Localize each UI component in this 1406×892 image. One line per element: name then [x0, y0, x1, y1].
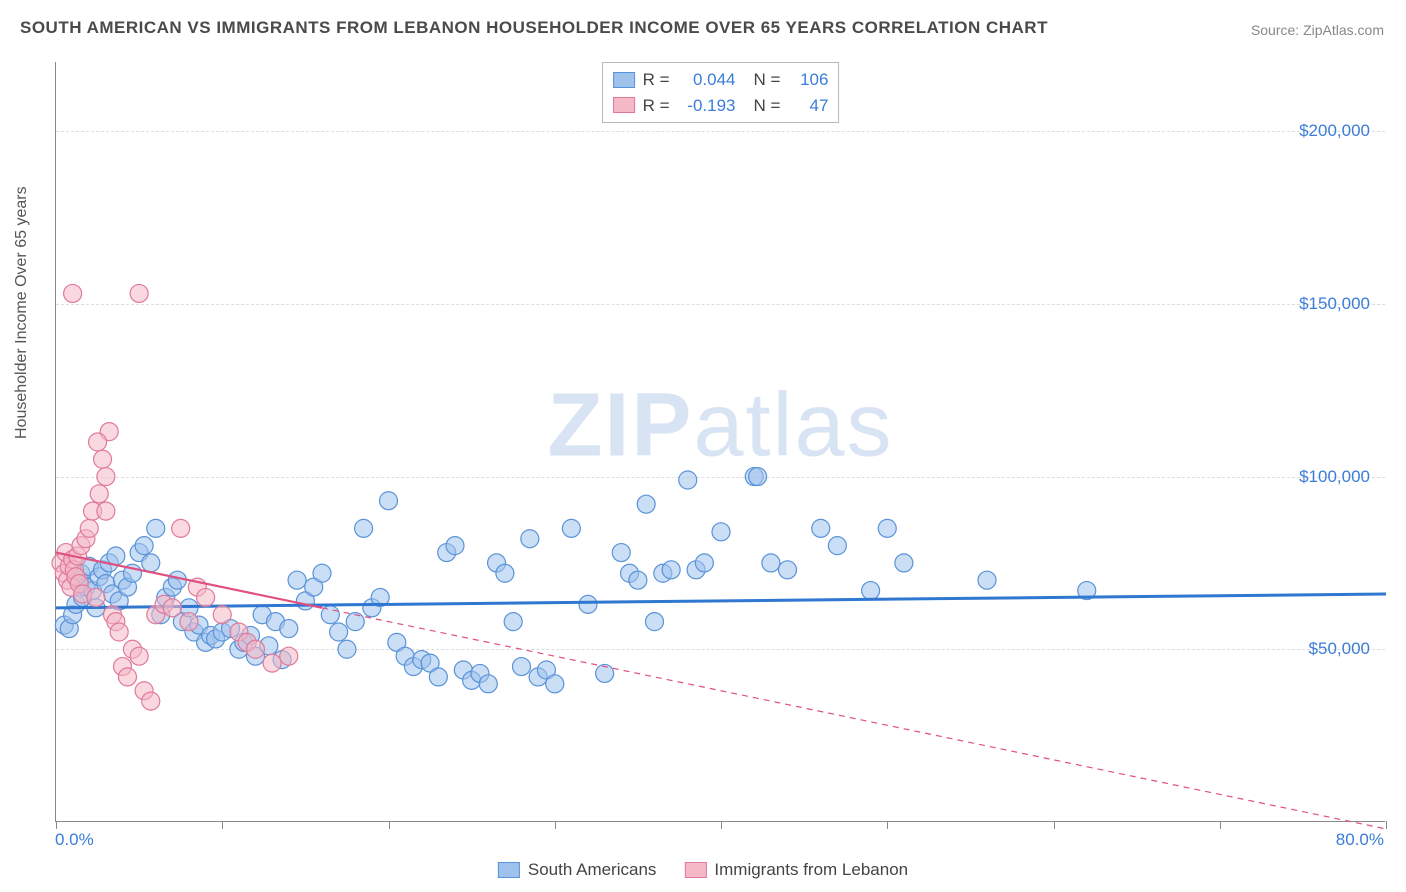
- x-tick: [887, 821, 888, 829]
- scatter-point: [135, 537, 153, 555]
- scatter-point: [130, 284, 148, 302]
- scatter-point: [94, 450, 112, 468]
- scatter-point: [521, 530, 539, 548]
- scatter-point: [263, 654, 281, 672]
- scatter-point: [107, 547, 125, 565]
- scatter-point: [612, 544, 630, 562]
- series-legend: South Americans Immigrants from Lebanon: [498, 860, 908, 880]
- legend-label: South Americans: [528, 860, 657, 880]
- source-attribution: Source: ZipAtlas.com: [1251, 22, 1384, 38]
- series-swatch: [613, 72, 635, 88]
- scatter-point: [695, 554, 713, 572]
- scatter-point: [313, 564, 331, 582]
- legend-item: South Americans: [498, 860, 657, 880]
- scatter-point: [280, 620, 298, 638]
- legend-item: Immigrants from Lebanon: [684, 860, 908, 880]
- source-label: Source:: [1251, 22, 1303, 38]
- series-swatch: [613, 97, 635, 113]
- scatter-point: [64, 284, 82, 302]
- x-tick: [721, 821, 722, 829]
- scatter-point: [163, 599, 181, 617]
- scatter-point: [895, 554, 913, 572]
- scatter-point: [87, 588, 105, 606]
- scatter-point: [446, 537, 464, 555]
- x-tick: [222, 821, 223, 829]
- scatter-point: [862, 582, 880, 600]
- stat-n-label: N =: [754, 67, 781, 93]
- scatter-point: [749, 468, 767, 486]
- scatter-point: [662, 561, 680, 579]
- scatter-point: [89, 433, 107, 451]
- y-axis-label: Householder Income Over 65 years: [13, 186, 31, 439]
- scatter-point: [288, 571, 306, 589]
- scatter-point: [80, 519, 98, 537]
- scatter-point: [142, 554, 160, 572]
- scatter-point: [812, 519, 830, 537]
- scatter-point: [712, 523, 730, 541]
- scatter-point: [330, 623, 348, 641]
- scatter-point: [504, 613, 522, 631]
- scatter-point: [646, 613, 664, 631]
- scatter-point: [978, 571, 996, 589]
- scatter-point: [629, 571, 647, 589]
- scatter-point: [429, 668, 447, 686]
- stats-legend-box: R = 0.044 N = 106 R = -0.193 N = 47: [602, 62, 840, 123]
- series-swatch: [498, 862, 520, 878]
- x-tick: [555, 821, 556, 829]
- scatter-point: [118, 668, 136, 686]
- scatter-point: [779, 561, 797, 579]
- scatter-point: [579, 595, 597, 613]
- stat-n-value: 106: [788, 67, 828, 93]
- scatter-point: [180, 613, 198, 631]
- scatter-point: [546, 675, 564, 693]
- scatter-point: [172, 519, 190, 537]
- scatter-point: [338, 640, 356, 658]
- x-tick: [389, 821, 390, 829]
- scatter-point: [828, 537, 846, 555]
- stat-r-value: 0.044: [678, 67, 736, 93]
- scatter-point: [562, 519, 580, 537]
- chart-title: SOUTH AMERICAN VS IMMIGRANTS FROM LEBANO…: [20, 18, 1048, 38]
- scatter-point: [878, 519, 896, 537]
- source-link[interactable]: ZipAtlas.com: [1303, 22, 1384, 38]
- scatter-point: [213, 606, 231, 624]
- scatter-point: [90, 485, 108, 503]
- stat-r-value: -0.193: [678, 93, 736, 119]
- x-tick: [1054, 821, 1055, 829]
- series-swatch: [684, 862, 706, 878]
- stat-n-value: 47: [788, 93, 828, 119]
- x-tick: [1220, 821, 1221, 829]
- x-axis-end-label: 80.0%: [1336, 830, 1384, 850]
- stat-r-label: R =: [643, 93, 670, 119]
- plot-area: ZIPatlas $50,000$100,000$150,000$200,000…: [55, 62, 1385, 822]
- scatter-point: [197, 588, 215, 606]
- scatter-point: [496, 564, 514, 582]
- scatter-point: [762, 554, 780, 572]
- scatter-point: [679, 471, 697, 489]
- scatter-point: [130, 647, 148, 665]
- trend-line: [56, 594, 1386, 608]
- scatter-point: [97, 468, 115, 486]
- scatter-point: [479, 675, 497, 693]
- stats-row: R = -0.193 N = 47: [613, 93, 829, 119]
- scatter-point: [513, 658, 531, 676]
- x-axis-start-label: 0.0%: [55, 830, 94, 850]
- stats-row: R = 0.044 N = 106: [613, 67, 829, 93]
- scatter-point: [142, 692, 160, 710]
- scatter-point: [97, 502, 115, 520]
- x-tick: [56, 821, 57, 829]
- chart-canvas: [56, 62, 1385, 821]
- scatter-point: [355, 519, 373, 537]
- scatter-point: [110, 623, 128, 641]
- scatter-point: [147, 519, 165, 537]
- legend-label: Immigrants from Lebanon: [714, 860, 908, 880]
- x-tick: [1386, 821, 1387, 829]
- stat-n-label: N =: [754, 93, 781, 119]
- scatter-point: [637, 495, 655, 513]
- scatter-point: [380, 492, 398, 510]
- scatter-point: [280, 647, 298, 665]
- scatter-point: [247, 640, 265, 658]
- trend-line-extrapolated: [322, 608, 1386, 829]
- stat-r-label: R =: [643, 67, 670, 93]
